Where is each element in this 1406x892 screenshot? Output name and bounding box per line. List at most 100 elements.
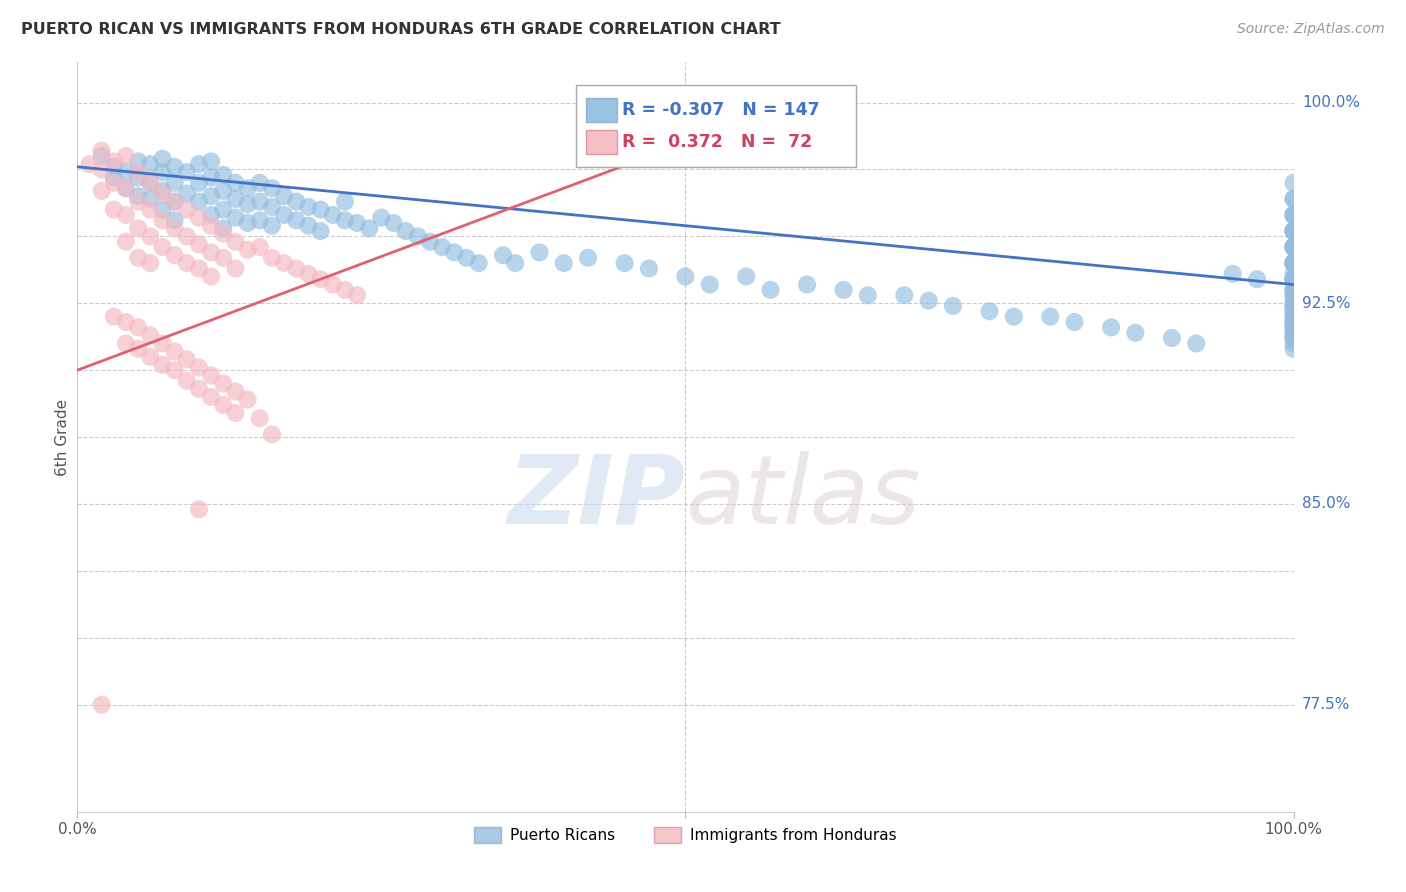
Point <box>152 240 174 254</box>
Point <box>212 168 235 182</box>
Point <box>297 267 319 281</box>
Point <box>90 698 112 712</box>
Point <box>1282 310 1305 324</box>
Point <box>1282 315 1305 329</box>
Point <box>200 245 222 260</box>
Point <box>1282 283 1305 297</box>
Point <box>1282 272 1305 286</box>
Point <box>163 194 186 209</box>
Point <box>273 189 295 203</box>
Point <box>127 165 149 179</box>
Point <box>115 181 138 195</box>
Point <box>224 406 246 420</box>
Point <box>1282 283 1305 297</box>
Point <box>188 261 211 276</box>
Point <box>163 213 186 227</box>
Point <box>200 368 222 383</box>
Point <box>1125 326 1147 340</box>
Point <box>1282 256 1305 270</box>
Point <box>430 240 453 254</box>
Point <box>188 157 211 171</box>
Point <box>90 144 112 158</box>
Point <box>1282 320 1305 334</box>
Point <box>1282 299 1305 313</box>
Point <box>163 363 186 377</box>
Point <box>406 229 429 244</box>
Text: 77.5%: 77.5% <box>1302 698 1350 712</box>
Point <box>1282 315 1305 329</box>
Point <box>285 213 308 227</box>
Point <box>382 216 405 230</box>
Point <box>152 202 174 217</box>
Point <box>675 269 697 284</box>
Point <box>212 227 235 241</box>
Point <box>163 344 186 359</box>
Text: R = -0.307   N = 147: R = -0.307 N = 147 <box>623 101 820 119</box>
FancyBboxPatch shape <box>576 85 856 168</box>
Point <box>127 251 149 265</box>
Point <box>188 194 211 209</box>
Point <box>1282 272 1305 286</box>
Point <box>224 384 246 399</box>
FancyBboxPatch shape <box>586 130 617 153</box>
Point <box>79 157 101 171</box>
Point <box>188 382 211 396</box>
Point <box>1282 315 1305 329</box>
Point <box>188 176 211 190</box>
Point <box>139 157 162 171</box>
Point <box>200 269 222 284</box>
Point <box>796 277 818 292</box>
Point <box>163 194 186 209</box>
Point <box>1282 240 1305 254</box>
Point <box>260 181 283 195</box>
Point <box>200 189 222 203</box>
Point <box>139 256 162 270</box>
Point <box>638 261 661 276</box>
Point <box>1282 176 1305 190</box>
Point <box>1282 288 1305 302</box>
Point <box>249 411 271 425</box>
Point <box>236 197 259 211</box>
Point <box>152 186 174 201</box>
Point <box>759 283 782 297</box>
Point <box>103 160 125 174</box>
Point <box>249 240 271 254</box>
Point <box>115 165 138 179</box>
Point <box>212 184 235 198</box>
Point <box>139 229 162 244</box>
Point <box>503 256 526 270</box>
Point <box>127 194 149 209</box>
Point <box>1222 267 1244 281</box>
Point <box>103 176 125 190</box>
Point <box>613 256 636 270</box>
Legend: Puerto Ricans, Immigrants from Honduras: Puerto Ricans, Immigrants from Honduras <box>468 821 903 849</box>
Point <box>200 390 222 404</box>
Point <box>163 176 186 190</box>
Point <box>492 248 515 262</box>
Point <box>115 181 138 195</box>
Point <box>224 192 246 206</box>
Point <box>152 358 174 372</box>
Point <box>176 202 198 217</box>
Point <box>176 165 198 179</box>
Point <box>856 288 879 302</box>
Point <box>1282 208 1305 222</box>
Point <box>1282 283 1305 297</box>
Point <box>942 299 965 313</box>
Point <box>90 184 112 198</box>
Point <box>139 176 162 190</box>
Point <box>1282 293 1305 308</box>
Point <box>115 315 138 329</box>
Point <box>1282 224 1305 238</box>
Point <box>1099 320 1122 334</box>
Point <box>1282 192 1305 206</box>
Point <box>1282 240 1305 254</box>
Point <box>1282 240 1305 254</box>
Point <box>224 176 246 190</box>
Point <box>456 251 478 265</box>
Point <box>127 221 149 235</box>
Point <box>443 245 465 260</box>
Point <box>1282 288 1305 302</box>
Point <box>236 243 259 257</box>
Point <box>163 221 186 235</box>
